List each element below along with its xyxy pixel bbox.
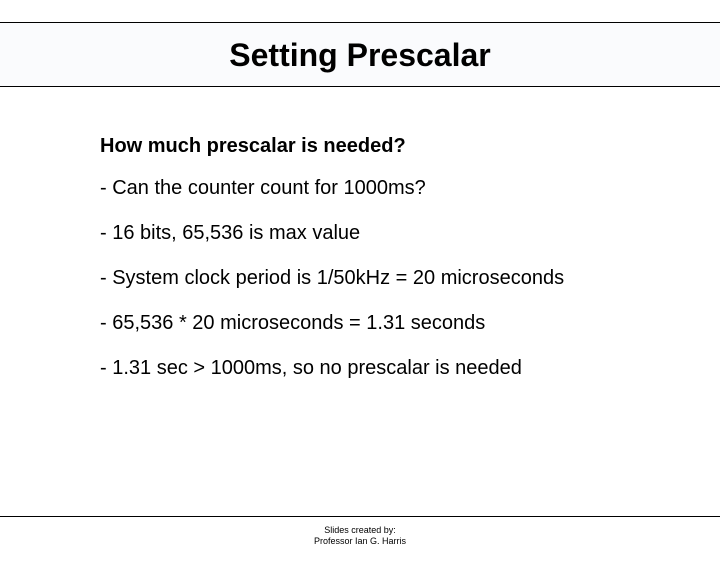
slide-subhead: How much prescalar is needed? (100, 135, 620, 158)
bullet-item: - 1.31 sec > 1000ms, so no prescalar is … (100, 356, 620, 381)
footer: Slides created by: Professor Ian G. Harr… (0, 516, 720, 548)
bullet-item: - 16 bits, 65,536 is max value (100, 221, 620, 246)
footer-line-2: Professor Ian G. Harris (0, 536, 720, 548)
slide-content: How much prescalar is needed? - Can the … (0, 87, 720, 381)
title-band: Setting Prescalar (0, 22, 720, 87)
slide-title: Setting Prescalar (0, 37, 720, 74)
bullet-item: - 65,536 * 20 microseconds = 1.31 second… (100, 311, 620, 336)
footer-line-1: Slides created by: (0, 525, 720, 537)
bullet-item: - System clock period is 1/50kHz = 20 mi… (100, 266, 620, 291)
bullet-item: - Can the counter count for 1000ms? (100, 176, 620, 201)
